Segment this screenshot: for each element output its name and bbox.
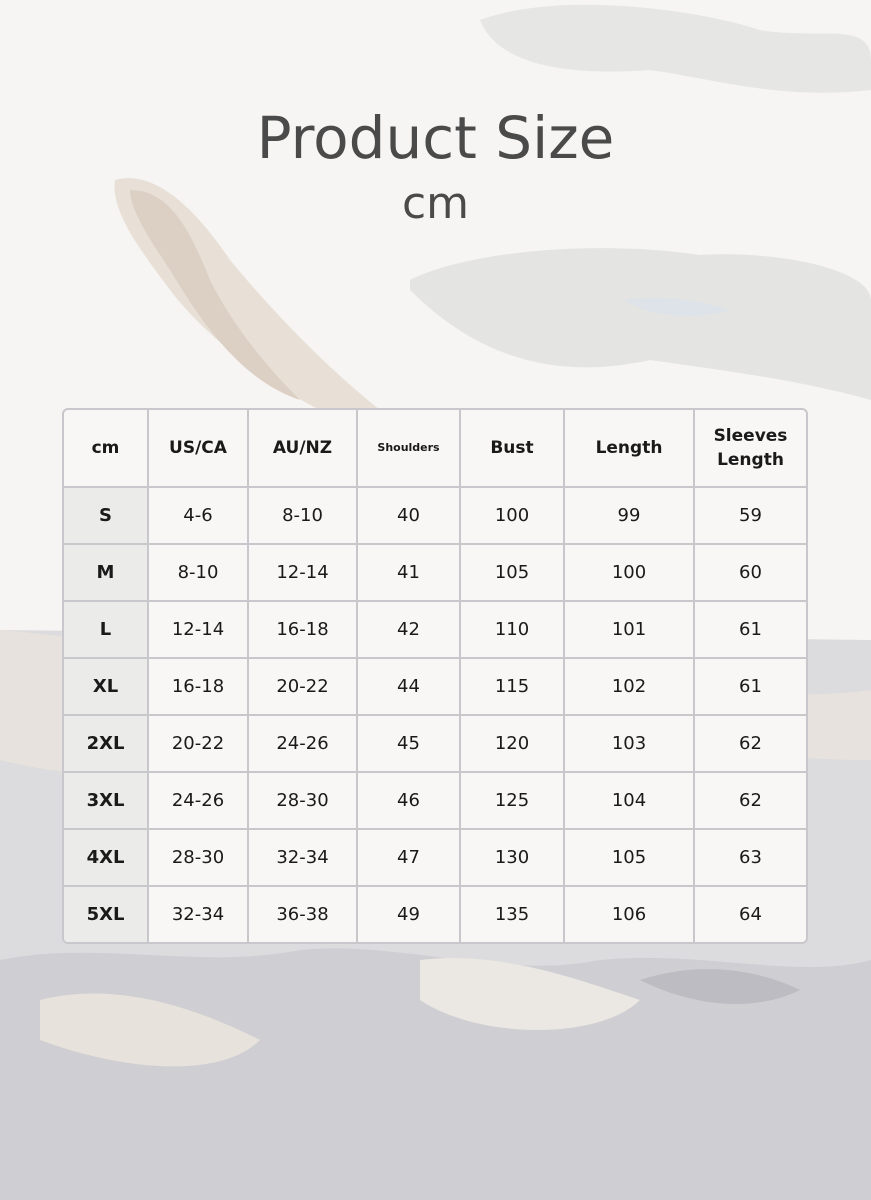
header-cm: cm — [64, 410, 149, 488]
cell-length: 101 — [565, 602, 695, 659]
cell-size: 2XL — [64, 716, 149, 773]
cell-shoulders: 41 — [358, 545, 461, 602]
cell-size: L — [64, 602, 149, 659]
cell-shoulders: 47 — [358, 830, 461, 887]
cell-au-nz: 24-26 — [249, 716, 358, 773]
cell-bust: 105 — [461, 545, 565, 602]
cell-us-ca: 28-30 — [149, 830, 249, 887]
unit-subtitle: cm — [401, 178, 470, 229]
cell-size: 5XL — [64, 887, 149, 942]
table-row: 5XL 32-34 36-38 49 135 106 64 — [64, 887, 806, 942]
cell-sleeves-length: 61 — [695, 602, 806, 659]
page-title: Product Size — [256, 104, 615, 172]
cell-sleeves-length: 62 — [695, 773, 806, 830]
cell-size: 3XL — [64, 773, 149, 830]
table-row: S 4-6 8-10 40 100 99 59 — [64, 488, 806, 545]
header-bust: Bust — [461, 410, 565, 488]
cell-shoulders: 45 — [358, 716, 461, 773]
cell-sleeves-length: 61 — [695, 659, 806, 716]
header-row: cm US/CA AU/NZ Shoulders Bust Length Sle… — [64, 410, 806, 488]
cell-au-nz: 32-34 — [249, 830, 358, 887]
cell-bust: 120 — [461, 716, 565, 773]
cell-shoulders: 46 — [358, 773, 461, 830]
cell-us-ca: 24-26 — [149, 773, 249, 830]
header-us-ca: US/CA — [149, 410, 249, 488]
cell-shoulders: 49 — [358, 887, 461, 942]
cell-shoulders: 40 — [358, 488, 461, 545]
header-length: Length — [565, 410, 695, 488]
cell-au-nz: 20-22 — [249, 659, 358, 716]
cell-length: 99 — [565, 488, 695, 545]
cell-au-nz: 16-18 — [249, 602, 358, 659]
cell-length: 100 — [565, 545, 695, 602]
cell-bust: 110 — [461, 602, 565, 659]
cell-length: 105 — [565, 830, 695, 887]
table-row: XL 16-18 20-22 44 115 102 61 — [64, 659, 806, 716]
cell-bust: 115 — [461, 659, 565, 716]
cell-us-ca: 12-14 — [149, 602, 249, 659]
cell-au-nz: 28-30 — [249, 773, 358, 830]
cell-sleeves-length: 62 — [695, 716, 806, 773]
table-row: 3XL 24-26 28-30 46 125 104 62 — [64, 773, 806, 830]
table-row: L 12-14 16-18 42 110 101 61 — [64, 602, 806, 659]
cell-shoulders: 42 — [358, 602, 461, 659]
table-row: 4XL 28-30 32-34 47 130 105 63 — [64, 830, 806, 887]
table-row: 2XL 20-22 24-26 45 120 103 62 — [64, 716, 806, 773]
cell-sleeves-length: 59 — [695, 488, 806, 545]
cell-length: 103 — [565, 716, 695, 773]
cell-us-ca: 4-6 — [149, 488, 249, 545]
header-au-nz: AU/NZ — [249, 410, 358, 488]
cell-size: 4XL — [64, 830, 149, 887]
cell-sleeves-length: 60 — [695, 545, 806, 602]
cell-us-ca: 8-10 — [149, 545, 249, 602]
cell-au-nz: 36-38 — [249, 887, 358, 942]
cell-length: 104 — [565, 773, 695, 830]
cell-bust: 100 — [461, 488, 565, 545]
cell-us-ca: 32-34 — [149, 887, 249, 942]
cell-bust: 130 — [461, 830, 565, 887]
cell-size: XL — [64, 659, 149, 716]
size-chart-table: cm US/CA AU/NZ Shoulders Bust Length Sle… — [62, 408, 808, 944]
cell-shoulders: 44 — [358, 659, 461, 716]
cell-bust: 125 — [461, 773, 565, 830]
cell-size: S — [64, 488, 149, 545]
cell-length: 106 — [565, 887, 695, 942]
header-sleeves-length: Sleeves Length — [695, 410, 806, 488]
table-row: M 8-10 12-14 41 105 100 60 — [64, 545, 806, 602]
cell-au-nz: 12-14 — [249, 545, 358, 602]
cell-sleeves-length: 63 — [695, 830, 806, 887]
cell-au-nz: 8-10 — [249, 488, 358, 545]
cell-us-ca: 16-18 — [149, 659, 249, 716]
cell-size: M — [64, 545, 149, 602]
header-shoulders: Shoulders — [358, 410, 461, 488]
cell-sleeves-length: 64 — [739, 904, 762, 925]
cell-us-ca: 20-22 — [149, 716, 249, 773]
cell-length: 102 — [565, 659, 695, 716]
cell-bust: 135 — [461, 887, 565, 942]
